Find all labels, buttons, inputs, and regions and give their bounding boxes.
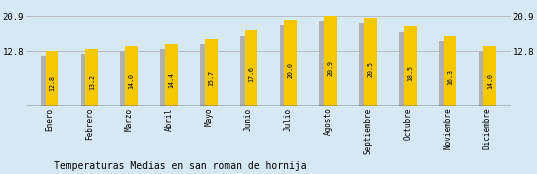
Bar: [160, 49, 173, 106]
Text: 18.5: 18.5: [407, 65, 413, 81]
Bar: [245, 30, 257, 106]
Text: 20.9: 20.9: [328, 60, 333, 76]
Bar: [240, 35, 252, 106]
Bar: [478, 51, 491, 106]
Bar: [280, 25, 292, 106]
Bar: [404, 26, 417, 106]
Bar: [41, 56, 54, 106]
Text: 14.0: 14.0: [128, 73, 135, 89]
Text: 17.6: 17.6: [248, 66, 254, 82]
Text: 20.5: 20.5: [367, 61, 373, 77]
Text: Temperaturas Medias en san roman de hornija: Temperaturas Medias en san roman de horn…: [54, 161, 306, 171]
Bar: [359, 23, 372, 106]
Bar: [205, 38, 217, 106]
Text: 14.0: 14.0: [487, 73, 493, 89]
Bar: [46, 51, 59, 106]
Text: 15.7: 15.7: [208, 70, 214, 86]
Text: 16.3: 16.3: [447, 69, 453, 85]
Bar: [439, 41, 452, 106]
Bar: [399, 32, 412, 106]
Bar: [483, 46, 496, 106]
Bar: [165, 44, 178, 106]
Bar: [85, 49, 98, 106]
Text: 13.2: 13.2: [89, 74, 95, 90]
Bar: [200, 44, 213, 106]
Text: 14.4: 14.4: [169, 72, 175, 88]
Text: 20.0: 20.0: [288, 62, 294, 78]
Bar: [364, 18, 377, 106]
Bar: [320, 21, 332, 106]
Bar: [120, 51, 133, 106]
Text: 12.8: 12.8: [49, 75, 55, 91]
Bar: [125, 46, 138, 106]
Bar: [285, 20, 297, 106]
Bar: [324, 16, 337, 106]
Bar: [444, 36, 456, 106]
Bar: [81, 54, 93, 106]
